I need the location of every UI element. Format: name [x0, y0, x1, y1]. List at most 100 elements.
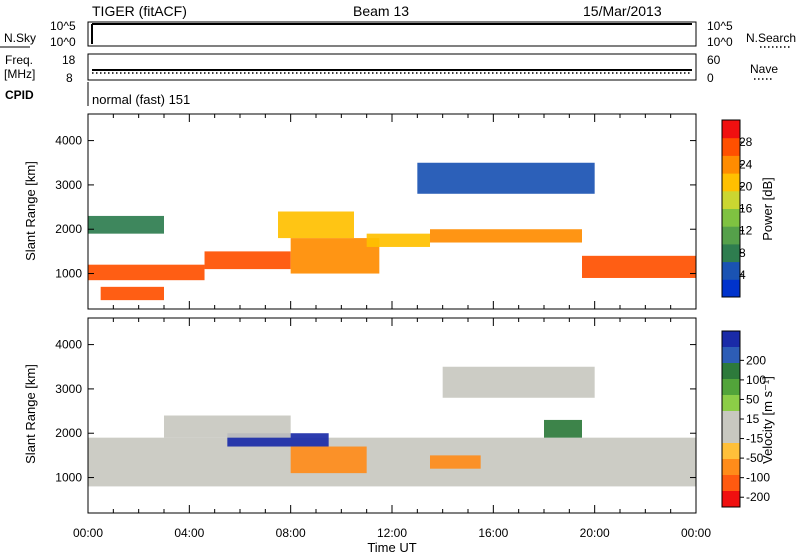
- velocity-colorbar-segment: [722, 459, 740, 476]
- freq-panel-frame: [87, 53, 697, 81]
- velocity-colorbar-segment: [722, 443, 740, 460]
- power-colorbar-label: Power [dB]: [760, 177, 775, 241]
- power-band-9: [100, 286, 164, 301]
- x-tick-label: 00:00: [73, 526, 103, 540]
- power-ytick-label: 2000: [55, 222, 82, 236]
- date-title: 15/Mar/2013: [583, 3, 662, 19]
- nsearch-tick-low: 10^0: [707, 35, 733, 49]
- freq-tick-high: 18: [62, 53, 76, 67]
- velocity-band-5: [164, 415, 291, 438]
- power-band-4: [366, 233, 430, 247]
- power-ytick-label: 4000: [55, 134, 82, 148]
- velocity-band-4: [544, 419, 582, 438]
- power-band-6: [582, 255, 696, 278]
- power-colorbar-segment: [722, 261, 740, 280]
- velocity-band-6: [442, 366, 595, 398]
- power-colorbar-tick-label: 12: [739, 224, 753, 238]
- power-colorbar-segment: [722, 208, 740, 227]
- velocity-band-2: [430, 455, 481, 469]
- nsearch-label: N.Search: [746, 31, 796, 45]
- power-band-5: [430, 229, 582, 243]
- freq-label: Freq.: [5, 53, 33, 67]
- power-band-0: [88, 264, 205, 281]
- x-tick-labels: 00:00 04:00 08:00 12:00 16:00 20:00 00:00: [73, 526, 711, 540]
- power-band-3: [278, 211, 354, 239]
- velocity-colorbar-segment: [722, 491, 740, 508]
- nave-label: Nave: [750, 62, 778, 76]
- station-title: TIGER (fitACF): [92, 3, 187, 19]
- velocity-ytick-label: 1000: [55, 471, 82, 485]
- beam-title: Beam 13: [353, 3, 409, 19]
- power-colorbar-segment: [722, 173, 740, 192]
- power-colorbar-ticks: 4 8 12 16 20 24 28: [739, 135, 753, 282]
- velocity-colorbar-label: Velocity [m s⁻¹]: [760, 376, 775, 464]
- cpid-label: CPID: [5, 88, 34, 102]
- power-band-7: [88, 215, 164, 234]
- velocity-colorbar-segment: [722, 411, 740, 428]
- power-band-1: [204, 251, 291, 270]
- x-tick-label: 20:00: [580, 526, 610, 540]
- velocity-ytick-label: 3000: [55, 382, 82, 396]
- velocity-y-ticks: 1000 2000 3000 4000: [55, 338, 696, 485]
- power-colorbar-segment: [722, 243, 740, 263]
- x-tick-label: 04:00: [174, 526, 204, 540]
- power-panel: 1000 2000 3000 4000 Slant Range [km]: [23, 113, 697, 310]
- velocity-colorbar-tick-label: 50: [746, 392, 760, 406]
- nsky-label: N.Sky: [4, 31, 36, 45]
- cpid-value: normal (fast) 151: [92, 92, 190, 107]
- power-colorbar-segment: [722, 137, 740, 156]
- velocity-ytick-label: 2000: [55, 426, 82, 440]
- freq-tick-low: 8: [66, 71, 73, 85]
- velocity-colorbar-segment: [722, 331, 740, 348]
- power-ytick-label: 1000: [55, 267, 82, 281]
- velocity-colorbar: 200 100 50 15 -15 -50 -100 -200 Velocity [m s⁻¹…: [721, 330, 775, 508]
- nave-tick-high: 60: [707, 53, 721, 67]
- velocity-colorbar-tick-label: 200: [746, 353, 766, 367]
- velocity-band-0: [88, 437, 696, 487]
- power-colorbar-segment: [722, 190, 740, 209]
- velocity-colorbar-tick-label: -200: [746, 490, 770, 504]
- freq-unit-label: [MHz]: [4, 67, 35, 81]
- velocity-colorbar-segment: [722, 395, 740, 412]
- power-colorbar-tick-label: 16: [739, 202, 753, 216]
- velocity-y-axis-label: Slant Range [km]: [23, 364, 38, 464]
- nsearch-tick-high: 10^5: [707, 19, 733, 33]
- velocity-colorbar-segment: [722, 347, 740, 364]
- velocity-colorbar-tick-label: -15: [746, 432, 764, 446]
- power-colorbar-tick-label: 20: [739, 179, 753, 193]
- power-y-ticks: 1000 2000 3000 4000: [55, 134, 696, 281]
- power-colorbar-segment: [722, 155, 740, 174]
- power-colorbar-tick-label: 28: [739, 135, 753, 149]
- power-y-axis-label: Slant Range [km]: [23, 161, 38, 261]
- power-band-2: [290, 238, 380, 274]
- velocity-colorbar-fill: [722, 331, 740, 508]
- nave-tick-low: 0: [707, 71, 714, 85]
- velocity-colorbar-tick-label: 15: [746, 412, 760, 426]
- power-data-layer: [88, 162, 696, 301]
- velocity-colorbar-tick-label: 100: [746, 373, 766, 387]
- power-colorbar-tick-label: 8: [739, 246, 746, 260]
- power-colorbar-tick-label: 24: [739, 157, 753, 171]
- velocity-colorbar-ticks: 200 100 50 15 -15 -50 -100 -200: [740, 353, 770, 504]
- power-ytick-label: 3000: [55, 178, 82, 192]
- velocity-colorbar-segment: [722, 379, 740, 396]
- x-axis-label: Time UT: [367, 540, 416, 554]
- x-tick-label: 08:00: [276, 526, 306, 540]
- power-colorbar-segment: [722, 279, 740, 298]
- power-x-ticks: [87, 114, 697, 309]
- x-tick-label: 16:00: [478, 526, 508, 540]
- power-colorbar: 4 8 12 16 20 24 28 Power [dB]: [721, 119, 775, 298]
- nsky-tick-low: 10^0: [50, 35, 76, 49]
- velocity-colorbar-tick-label: -100: [746, 471, 770, 485]
- x-tick-label: 00:00: [681, 526, 711, 540]
- velocity-data-layer: [88, 366, 696, 487]
- velocity-ytick-label: 4000: [55, 338, 82, 352]
- velocity-colorbar-segment: [722, 427, 740, 444]
- velocity-band-3: [290, 446, 367, 474]
- power-band-8: [417, 162, 595, 194]
- power-colorbar-tick-label: 4: [739, 268, 746, 282]
- velocity-colorbar-segment: [722, 475, 740, 492]
- velocity-x-ticks: [87, 318, 697, 513]
- power-colorbar-segment: [722, 120, 740, 139]
